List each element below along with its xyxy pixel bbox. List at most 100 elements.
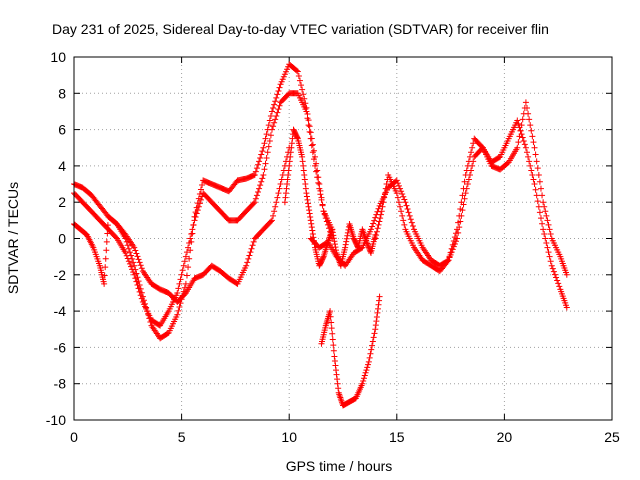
- data-point: [393, 190, 400, 197]
- data-point: [122, 250, 129, 257]
- data-point: [274, 109, 281, 116]
- data-point: [470, 158, 477, 165]
- data-point: [449, 246, 456, 253]
- data-point: [364, 364, 371, 371]
- data-point: [303, 190, 310, 197]
- data-point: [135, 285, 142, 292]
- data-point: [306, 207, 313, 214]
- data-point: [259, 175, 266, 182]
- data-point: [289, 135, 296, 142]
- data-point: [257, 154, 264, 161]
- data-point: [535, 203, 542, 210]
- data-point: [190, 221, 197, 228]
- x-tick-label: 5: [178, 429, 186, 445]
- data-point: [299, 86, 306, 93]
- data-point: [329, 330, 336, 337]
- data-point: [262, 160, 269, 167]
- data-point: [135, 256, 142, 263]
- data-point: [264, 149, 271, 156]
- data-point: [362, 369, 369, 376]
- y-axis-label: SDTVAR / TECUs: [5, 182, 21, 294]
- data-point: [451, 240, 458, 247]
- data-point: [133, 250, 140, 257]
- data-point: [179, 267, 186, 274]
- data-point: [304, 115, 311, 122]
- data-point: [333, 371, 340, 378]
- data-point: [254, 188, 261, 195]
- data-point: [124, 242, 131, 249]
- data-point: [310, 156, 317, 163]
- data-point: [465, 176, 472, 183]
- data-point: [369, 223, 376, 230]
- data-point: [186, 255, 193, 262]
- y-tick-label: -8: [54, 376, 67, 392]
- data-point: [305, 203, 312, 210]
- data-point: [252, 168, 259, 175]
- data-point: [331, 241, 338, 248]
- series-track-b: [71, 90, 336, 329]
- data-point: [334, 376, 341, 383]
- data-point: [132, 247, 139, 254]
- data-point: [531, 144, 538, 151]
- data-point: [527, 122, 534, 129]
- data-point: [520, 137, 527, 144]
- data-point: [137, 262, 144, 269]
- data-point: [461, 178, 468, 185]
- data-point: [134, 253, 141, 260]
- data-point: [279, 171, 286, 178]
- data-point: [543, 240, 550, 247]
- data-point: [546, 226, 553, 233]
- data-point: [328, 325, 335, 332]
- data-point: [399, 191, 406, 198]
- data-point: [270, 212, 277, 219]
- data-point: [185, 244, 192, 251]
- data-point: [194, 207, 201, 214]
- data-point: [178, 271, 185, 278]
- data-point: [189, 226, 196, 233]
- data-point: [549, 265, 556, 272]
- data-point: [446, 254, 453, 261]
- data-point: [246, 252, 253, 259]
- data-point: [303, 108, 310, 115]
- x-tick-label: 20: [497, 429, 513, 445]
- data-point: [274, 91, 281, 98]
- data-point: [367, 226, 374, 233]
- data-point: [528, 127, 535, 134]
- data-point: [263, 131, 270, 138]
- data-point: [309, 227, 316, 234]
- data-point: [370, 220, 377, 227]
- data-point: [182, 253, 189, 260]
- data-point: [532, 186, 539, 193]
- data-point: [331, 238, 338, 245]
- data-point: [342, 244, 349, 251]
- data-point: [186, 240, 193, 247]
- data-point: [271, 119, 278, 126]
- data-point: [343, 238, 350, 245]
- data-point: [305, 122, 312, 129]
- data-point: [275, 106, 282, 113]
- data-point: [295, 73, 302, 80]
- data-point: [288, 140, 295, 147]
- data-point: [376, 218, 383, 225]
- data-point: [296, 77, 303, 84]
- data-point: [131, 262, 138, 269]
- data-point: [517, 127, 524, 134]
- data-point: [265, 143, 272, 150]
- data-point: [273, 94, 280, 101]
- data-point: [543, 212, 550, 219]
- data-point: [307, 135, 314, 142]
- data-point: [270, 105, 277, 112]
- data-point: [102, 264, 109, 271]
- data-point: [256, 185, 263, 192]
- data-point: [374, 225, 381, 232]
- data-point: [134, 282, 141, 289]
- data-point: [306, 210, 313, 217]
- data-point: [405, 209, 412, 216]
- data-point: [275, 190, 282, 197]
- data-point: [331, 358, 338, 365]
- data-point: [308, 142, 315, 149]
- data-point: [259, 148, 266, 155]
- plot-frame: [73, 56, 613, 421]
- data-point: [400, 193, 407, 200]
